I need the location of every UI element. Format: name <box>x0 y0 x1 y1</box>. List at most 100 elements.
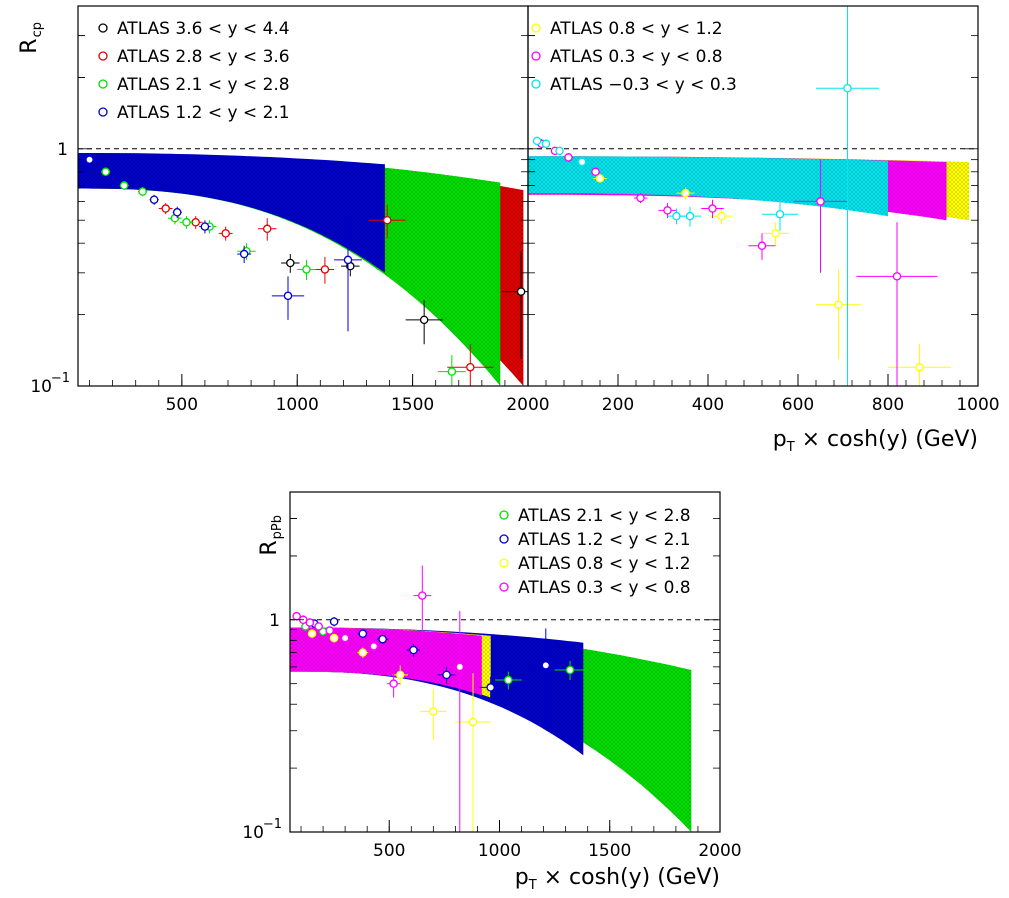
legend-entry: ATLAS 2.8 < y < 3.6 <box>98 47 290 67</box>
data-point <box>307 629 317 639</box>
plot-area <box>78 148 528 386</box>
data-point <box>710 208 733 225</box>
marker <box>466 362 475 372</box>
data-point <box>101 167 111 177</box>
data-point <box>495 671 522 690</box>
legend-marker <box>98 51 108 61</box>
marker <box>396 670 405 680</box>
marker <box>369 642 379 651</box>
marker <box>389 679 398 688</box>
x-tick-label: 800 <box>872 395 904 415</box>
legend-marker <box>531 51 541 61</box>
marker <box>591 167 600 177</box>
legend-label: ATLAS 2.1 < y < 2.8 <box>117 75 290 95</box>
marker <box>663 206 672 215</box>
marker <box>286 258 295 268</box>
marker <box>320 265 330 274</box>
legend-label: ATLAS 2.1 < y < 2.8 <box>518 506 691 526</box>
y-tick-exponent: −1 <box>263 817 282 832</box>
data-point <box>158 203 173 215</box>
marker <box>239 249 249 259</box>
data-point <box>281 254 300 273</box>
data-point <box>334 218 362 332</box>
data-point <box>502 251 528 359</box>
marker <box>302 265 311 274</box>
x-axis-label: pT × cosh(y) (GeV) <box>773 427 978 455</box>
band-hatch-green <box>290 627 692 832</box>
legend-label: ATLAS 1.2 < y < 2.1 <box>518 530 691 550</box>
marker <box>816 197 825 206</box>
marker <box>577 157 587 167</box>
data-point <box>297 259 316 280</box>
data-point <box>438 355 466 386</box>
data-point <box>658 203 677 219</box>
marker <box>915 362 924 372</box>
data-point <box>532 136 542 146</box>
data-point <box>446 610 474 832</box>
data-point <box>85 154 94 166</box>
marker <box>358 648 368 657</box>
marker <box>200 222 210 231</box>
legend-marker <box>499 534 509 544</box>
y-tick-label: 1 <box>57 140 68 160</box>
plot-area <box>528 6 978 386</box>
marker <box>595 174 605 183</box>
data-point <box>357 647 369 659</box>
legend-marker <box>98 107 108 117</box>
legend-marker <box>499 558 509 568</box>
x-tick-label: 600 <box>782 395 814 415</box>
data-point <box>237 245 252 264</box>
chart-bottom: 500 1000 1500 2000 1 10−1 RpPb pT × cosh(y) (Ge… <box>242 491 742 893</box>
marker <box>329 633 339 643</box>
data-point <box>392 665 408 686</box>
legend-marker <box>531 23 541 33</box>
legend-label: ATLAS 0.3 < y < 0.8 <box>550 47 723 67</box>
data-point <box>437 666 456 684</box>
legend-entry: ATLAS 0.8 < y < 1.2 <box>499 554 691 574</box>
data-point <box>564 153 573 162</box>
x-tick-label: 1500 <box>588 841 631 861</box>
data-point <box>271 276 305 320</box>
band-hatch-blue <box>78 153 385 273</box>
series-3 <box>85 154 362 332</box>
data-point <box>315 256 335 284</box>
y-tick-exponent: −1 <box>51 371 70 386</box>
legend-entry: ATLAS 0.3 < y < 0.8 <box>531 47 723 67</box>
legend: ATLAS 3.6 < y < 4.4 ATLAS 2.8 < y < 3.6 AT… <box>98 19 290 123</box>
marker <box>636 193 645 203</box>
legend-label: ATLAS 0.8 < y < 1.2 <box>550 19 723 39</box>
marker <box>325 626 334 635</box>
x-tick-label: 500 <box>373 841 405 861</box>
y-tick-label: 10 <box>242 823 264 843</box>
y-axis-label: Rcp <box>17 22 45 54</box>
data-point <box>577 157 587 167</box>
data-point <box>591 167 600 177</box>
data-point <box>179 216 194 229</box>
marker <box>429 707 438 716</box>
marker <box>717 211 726 221</box>
data-point <box>258 218 277 241</box>
marker <box>358 629 368 638</box>
data-point <box>888 344 951 386</box>
band-hatch-magenta <box>290 627 482 696</box>
marker <box>138 187 147 196</box>
marker <box>101 167 110 177</box>
marker <box>834 300 843 310</box>
marker <box>486 683 495 692</box>
marker <box>771 229 780 238</box>
data-point <box>455 673 491 832</box>
x-tick-label: 2000 <box>698 841 741 861</box>
marker <box>182 218 191 227</box>
marker <box>149 195 159 204</box>
data-point <box>368 204 406 239</box>
marker <box>892 272 902 281</box>
data-point <box>138 187 148 197</box>
marker <box>161 204 170 213</box>
data-point <box>762 222 789 246</box>
chart-top-left: 500 1000 1500 2000 1 10−1 Rcp ATLAS 3.6 < y < 4… <box>17 5 550 415</box>
series-1 <box>158 203 494 386</box>
marker <box>262 224 272 234</box>
marker <box>382 215 392 225</box>
x-tick-label: 1000 <box>478 841 521 861</box>
